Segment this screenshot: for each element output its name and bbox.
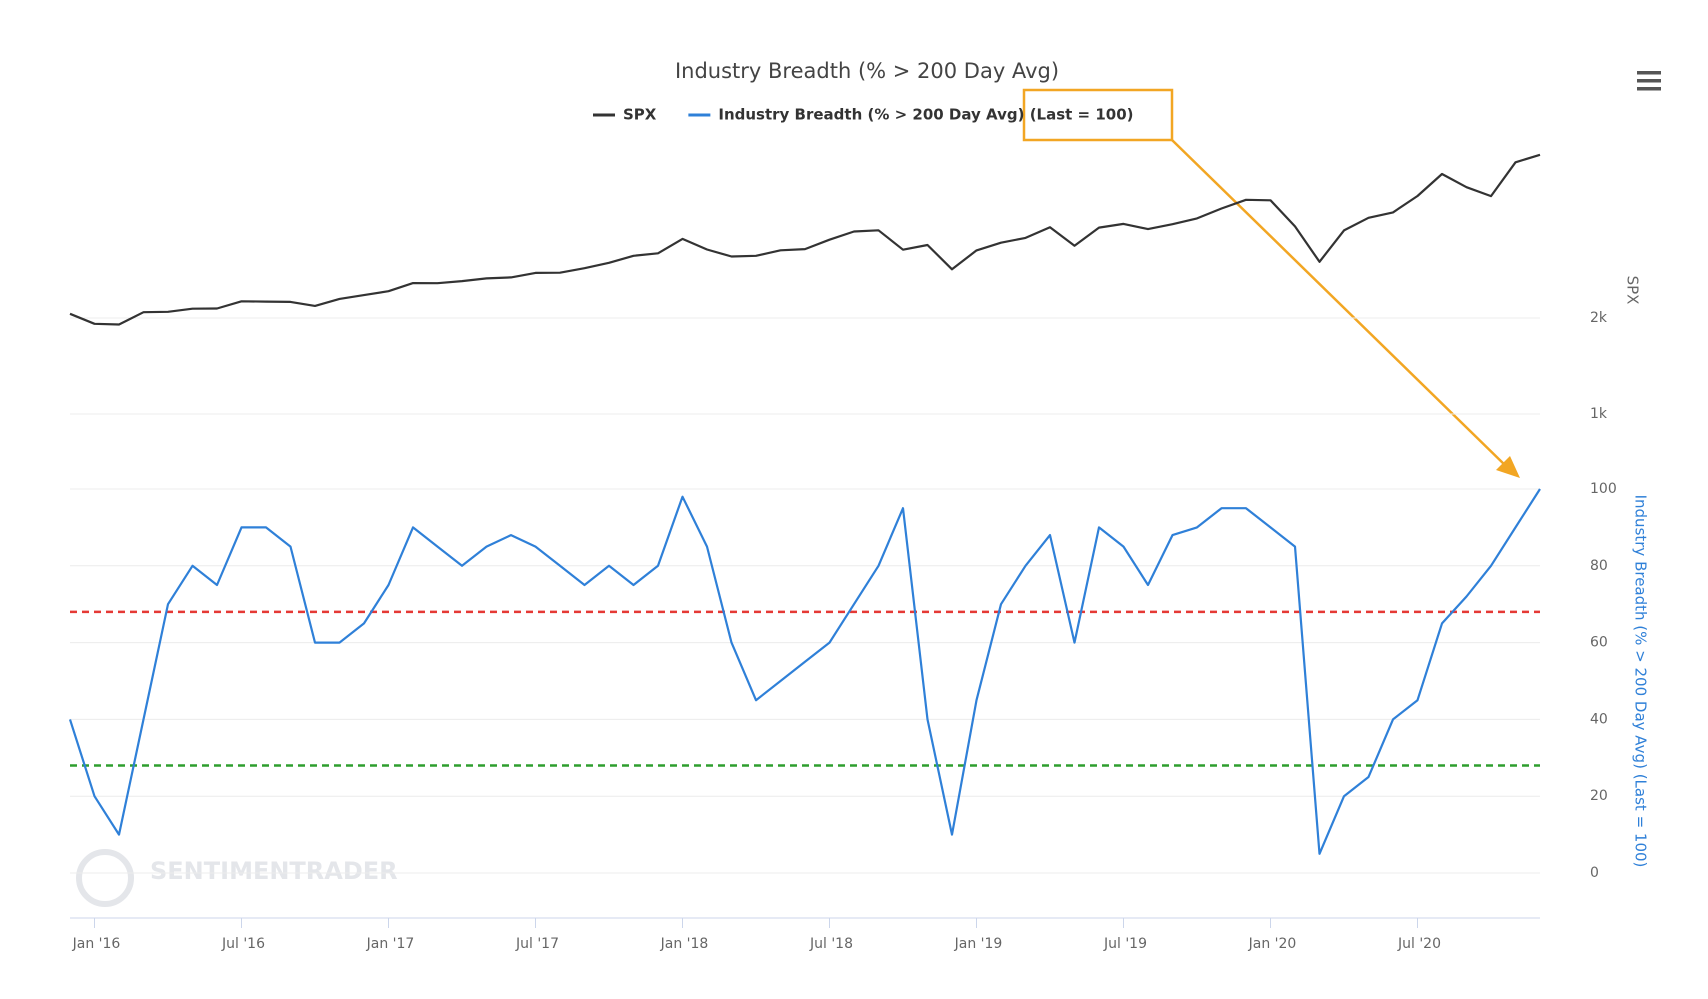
x-tick-label: Jan '19 bbox=[954, 936, 1003, 952]
menu-bar[interactable] bbox=[1637, 71, 1661, 75]
x-tick-label: Jan '18 bbox=[660, 936, 709, 952]
y-tick-label: 80 bbox=[1590, 558, 1608, 574]
x-tick-label: Jul '17 bbox=[515, 936, 559, 952]
y-tick-label: 40 bbox=[1590, 711, 1608, 727]
y-tick-label: 2k bbox=[1590, 310, 1608, 326]
x-tick-label: Jan '17 bbox=[366, 936, 415, 952]
x-tick-label: Jan '20 bbox=[1248, 936, 1297, 952]
watermark-icon bbox=[76, 849, 134, 907]
legend-label: SPX bbox=[623, 106, 657, 124]
x-tick-label: Jul '16 bbox=[221, 936, 265, 952]
menu-bar[interactable] bbox=[1637, 79, 1661, 83]
arrowhead bbox=[1496, 456, 1520, 478]
chart-title: Industry Breadth (% > 200 Day Avg) bbox=[675, 59, 1059, 83]
y-tick-label: 60 bbox=[1590, 635, 1608, 651]
y-tick-label: 100 bbox=[1590, 481, 1617, 497]
menu-icon[interactable] bbox=[1637, 71, 1661, 91]
x-tick-label: Jul '18 bbox=[809, 936, 853, 952]
menu-bar[interactable] bbox=[1637, 87, 1661, 91]
highlight-box bbox=[1022, 88, 1174, 142]
series-line bbox=[68, 488, 1541, 855]
y2-axis-title: Industry Breadth (% > 200 Day Avg) (Last… bbox=[1632, 495, 1650, 868]
watermark: SENTIMENTRADER bbox=[150, 857, 398, 885]
y-tick-label: 1k bbox=[1590, 406, 1608, 422]
annotation-arrow bbox=[1171, 139, 1509, 469]
legend-label: Industry Breadth (% > 200 Day Avg) (Last… bbox=[718, 106, 1133, 124]
series-line bbox=[69, 153, 1541, 326]
y-axis-title: SPX bbox=[1624, 276, 1642, 305]
x-tick-label: Jul '19 bbox=[1103, 936, 1147, 952]
y-tick-label: 0 bbox=[1590, 865, 1599, 881]
y-tick-label: 20 bbox=[1590, 788, 1608, 804]
x-tick-label: Jul '20 bbox=[1397, 936, 1441, 952]
x-tick-label: Jan '16 bbox=[72, 936, 121, 952]
